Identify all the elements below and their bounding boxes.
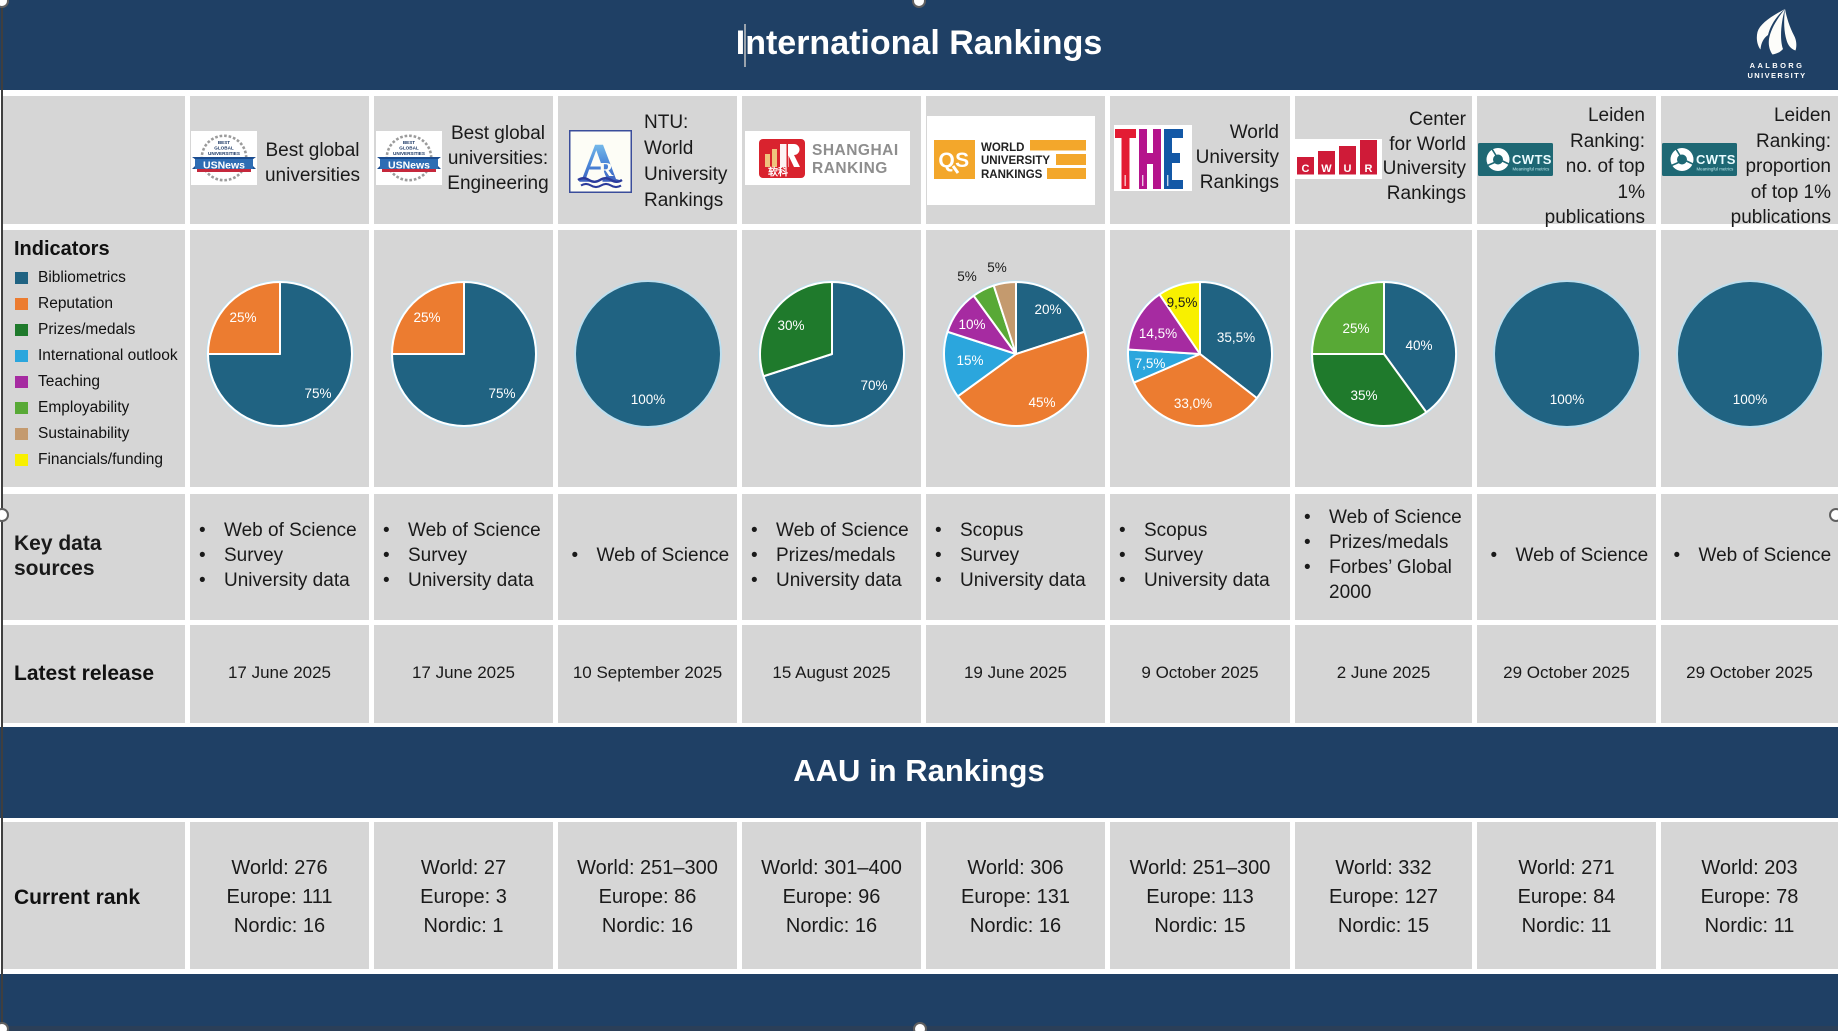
svg-text:U: U bbox=[1344, 163, 1352, 175]
svg-text:CWTS: CWTS bbox=[1696, 152, 1736, 167]
svg-text:GLOBAL: GLOBAL bbox=[399, 146, 419, 151]
svg-text:14,5%: 14,5% bbox=[1139, 326, 1177, 341]
svg-text:30%: 30% bbox=[777, 318, 804, 333]
svg-text:C: C bbox=[1302, 163, 1310, 175]
svg-text:R: R bbox=[1365, 163, 1373, 175]
svg-text:W: W bbox=[1321, 163, 1332, 175]
svg-text:33,0%: 33,0% bbox=[1174, 396, 1212, 411]
svg-text:25%: 25% bbox=[1342, 321, 1369, 336]
svg-text:USNews: USNews bbox=[203, 160, 245, 172]
svg-text:75%: 75% bbox=[304, 386, 331, 401]
svg-text:25%: 25% bbox=[413, 310, 440, 325]
svg-text:RANKINGS: RANKINGS bbox=[981, 169, 1043, 181]
svg-text:Meaningful metrics: Meaningful metrics bbox=[1697, 167, 1735, 172]
svg-text:75%: 75% bbox=[488, 386, 515, 401]
svg-text:9,5%: 9,5% bbox=[1167, 295, 1198, 310]
svg-text:35%: 35% bbox=[1350, 388, 1377, 403]
svg-text:UNIVERSITIES: UNIVERSITIES bbox=[393, 151, 425, 156]
svg-text:100%: 100% bbox=[1549, 392, 1584, 407]
svg-text:10%: 10% bbox=[958, 317, 985, 332]
svg-text:AALBORG: AALBORG bbox=[1750, 61, 1805, 70]
svg-text:40%: 40% bbox=[1405, 338, 1432, 353]
svg-text:45%: 45% bbox=[1028, 395, 1055, 410]
svg-text:UNIVERSITY: UNIVERSITY bbox=[981, 155, 1050, 167]
svg-text:25%: 25% bbox=[229, 310, 256, 325]
svg-text:GLOBAL: GLOBAL bbox=[214, 146, 234, 151]
svg-text:CWTS: CWTS bbox=[1512, 152, 1552, 167]
svg-text:QS: QS bbox=[938, 149, 969, 172]
svg-text:5%: 5% bbox=[987, 260, 1007, 275]
svg-text:100%: 100% bbox=[1732, 392, 1767, 407]
svg-text:软科: 软科 bbox=[768, 166, 788, 179]
svg-text:7,5%: 7,5% bbox=[1135, 356, 1166, 371]
svg-text:SHANGHAI: SHANGHAI bbox=[812, 142, 899, 159]
svg-text:WORLD: WORLD bbox=[981, 142, 1024, 154]
svg-text:100%: 100% bbox=[630, 392, 665, 407]
svg-text:R: R bbox=[599, 159, 614, 181]
svg-text:UNIVERSITY: UNIVERSITY bbox=[1747, 71, 1806, 80]
svg-text:Meaningful metrics: Meaningful metrics bbox=[1513, 167, 1551, 172]
svg-text:35,5%: 35,5% bbox=[1217, 330, 1255, 345]
svg-text:BEST: BEST bbox=[218, 140, 230, 145]
svg-text:RANKING: RANKING bbox=[812, 160, 888, 177]
svg-text:20%: 20% bbox=[1034, 302, 1061, 317]
svg-text:USNews: USNews bbox=[388, 160, 430, 172]
svg-text:BEST: BEST bbox=[403, 140, 415, 145]
svg-text:5%: 5% bbox=[957, 269, 977, 284]
svg-text:15%: 15% bbox=[956, 353, 983, 368]
svg-text:70%: 70% bbox=[860, 378, 887, 393]
svg-text:UNIVERSITIES: UNIVERSITIES bbox=[208, 151, 240, 156]
